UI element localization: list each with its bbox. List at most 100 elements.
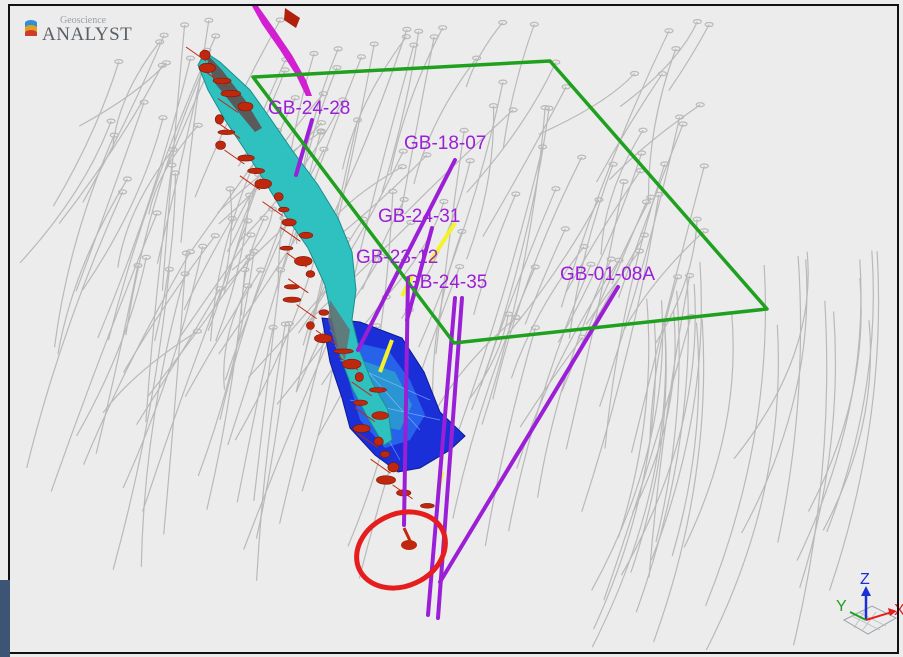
drillhole-trace [161, 24, 186, 291]
drillhole-trace [568, 163, 614, 339]
drillhole-trace [341, 36, 407, 170]
intercept-tick [370, 458, 391, 474]
drillhole-trace [413, 57, 478, 185]
drillhole-trace [82, 34, 165, 203]
drillhole-trace [122, 235, 216, 373]
intercept-tick [280, 226, 301, 242]
drillhole-collar [561, 84, 571, 90]
drillhole-trace [822, 320, 872, 531]
drillhole-trace [253, 269, 282, 501]
drillhole-trace [650, 261, 702, 561]
intercept-disc [247, 167, 265, 174]
drillhole-collar [540, 104, 550, 111]
drillhole-labels: GB-24-28 GB-18-07 GB-24-31 GB-23-12 GB-2… [268, 98, 655, 293]
drillhole-collar [133, 262, 143, 268]
drillhole-trace [777, 255, 802, 543]
label-gb-18-07[interactable]: GB-18-07 [404, 133, 486, 154]
drillhole-collar [290, 95, 300, 101]
logo-subtitle: Geoscience [60, 15, 107, 26]
intercept-disc [217, 129, 236, 135]
drillhole-trace [388, 201, 445, 295]
outline-plane [251, 59, 769, 345]
drillhole-trace [322, 29, 408, 237]
drillhole-trace [52, 61, 120, 207]
drillhole-trace [471, 108, 550, 411]
drillhole-trace [154, 172, 176, 341]
drillhole-trace [183, 218, 233, 310]
drillhole-trace [76, 257, 147, 437]
drillhole-trace [630, 165, 705, 453]
drillhole-trace [683, 312, 734, 548]
drillhole-trace [622, 230, 705, 332]
drillhole-trace [473, 193, 517, 316]
drillhole-trace [256, 324, 286, 581]
intercept-tick [288, 278, 309, 294]
drillhole-trace [390, 27, 444, 173]
drillhole-trace [148, 124, 199, 215]
drillhole-trace [466, 105, 495, 260]
drillhole-trace [733, 251, 809, 460]
drillhole-collar [164, 266, 174, 272]
label-gb-24-35[interactable]: GB-24-35 [405, 272, 487, 293]
orientation-axes[interactable]: Z Y X [836, 571, 903, 635]
intercept-tick [337, 355, 359, 371]
drillhole-trace [537, 258, 612, 498]
intercept-disc [237, 101, 254, 112]
drillhole-collar [657, 71, 668, 77]
drillhole-collar [699, 163, 709, 169]
drillhole-trace [97, 58, 192, 339]
drillhole-collar [639, 232, 650, 238]
drillhole-collar [551, 186, 561, 192]
drillhole-collar [401, 34, 411, 40]
drillhole-trace [125, 62, 207, 336]
drillhole-trace [78, 62, 167, 127]
drillhole-collar [317, 120, 327, 126]
drillhole-trace [519, 336, 583, 428]
drillhole-trace [381, 31, 420, 193]
drillhole-trace [591, 300, 664, 591]
drillhole-collar [204, 17, 214, 23]
intercept-disc [333, 348, 354, 354]
drillhole-collar [594, 197, 604, 203]
drillhole-trace [53, 134, 115, 348]
drillhole-collar [155, 39, 165, 45]
drillhole-collar [455, 264, 465, 270]
label-gb-01-08a[interactable]: GB-01-08A [560, 264, 655, 285]
intercept-disc [282, 296, 302, 303]
intercept-disc [352, 399, 368, 406]
drillhole-trace [510, 246, 585, 379]
drillhole-collar [429, 34, 439, 40]
drillhole-trace [505, 199, 600, 337]
drillhole-collar [158, 115, 168, 121]
drillhole-collar [256, 267, 266, 273]
drillhole-collar [267, 206, 278, 212]
drillhole-trace [207, 188, 233, 331]
drillhole-trace [308, 221, 412, 321]
drillhole-trace [75, 102, 145, 292]
drillhole-trace [236, 327, 274, 503]
drillhole-trace [609, 104, 701, 181]
drillhole-collar [139, 99, 149, 105]
drillhole-trace [240, 217, 265, 316]
label-gb-24-31[interactable]: GB-24-31 [378, 206, 460, 227]
label-gb-23-12[interactable]: GB-23-12 [356, 247, 438, 268]
drillhole-collar [117, 189, 128, 195]
drillhole-trace [668, 24, 710, 91]
intercept-disc [198, 62, 216, 73]
drillhole-collar [185, 55, 196, 61]
drillhole-trace [799, 311, 837, 588]
drillhole-trace [95, 265, 139, 454]
drillhole-trace [399, 36, 435, 218]
label-gb-24-28[interactable]: GB-24-28 [268, 98, 350, 119]
drillhole-trace [595, 73, 663, 183]
drillhole-collar [397, 164, 407, 170]
drillhole-trace [560, 30, 670, 308]
drillhole-trace [468, 313, 509, 400]
intercept-tick [224, 149, 245, 165]
intercept-tick [206, 72, 228, 88]
drillhole-collar [459, 127, 469, 133]
intercept-disc [379, 450, 391, 458]
logo-title: ANALYST [42, 24, 133, 45]
side-panel-tab[interactable] [0, 580, 10, 657]
